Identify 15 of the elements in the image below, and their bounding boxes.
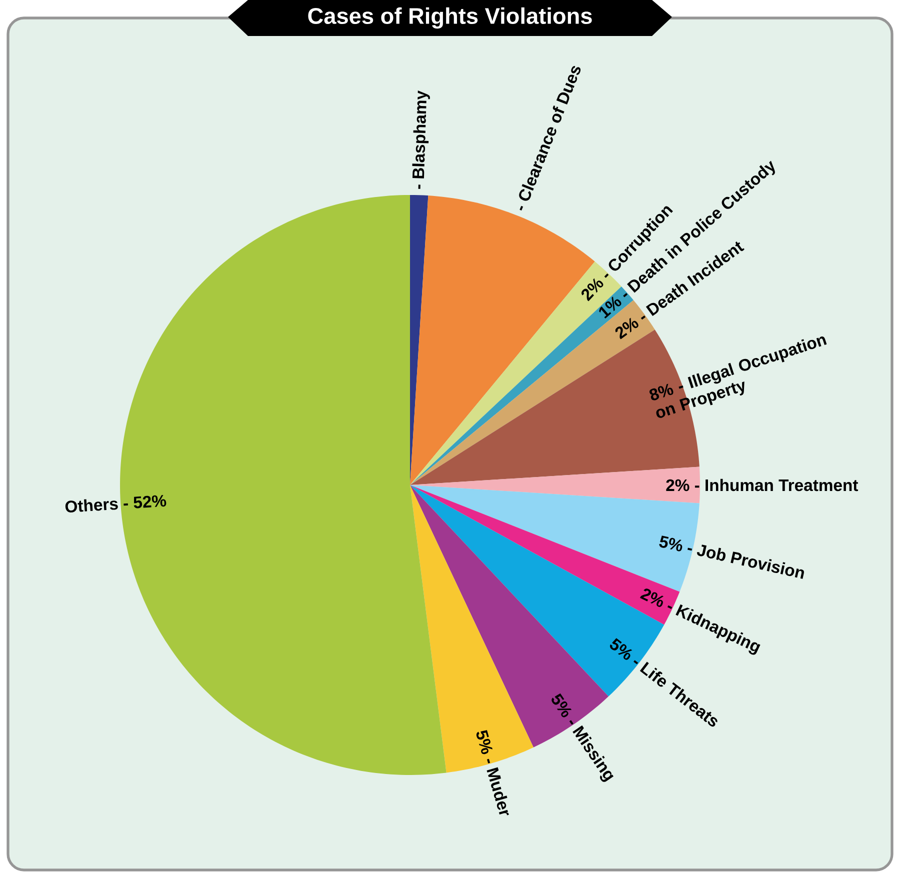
slice-label: Others - (65, 499, 128, 512)
chart-title: Cases of Rights Violations (308, 7, 592, 29)
slice-label: - Blasphamy (412, 90, 430, 189)
data-label: 5% (659, 536, 682, 552)
data-label: 5% (552, 693, 572, 718)
data-label: 8% (649, 384, 674, 400)
data-label: 5% (610, 638, 632, 660)
data-label: 2% (666, 479, 690, 492)
data-label: 2% (640, 588, 664, 607)
data-label: 2% (615, 318, 638, 340)
slice-label: - Muder (486, 758, 509, 816)
data-label: 52% (134, 494, 166, 508)
slice-label: - Inhuman Treatment (694, 478, 858, 492)
slice-label: - Job Provision (688, 544, 804, 579)
data-label: 5% (476, 730, 493, 754)
